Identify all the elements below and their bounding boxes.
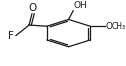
Text: OH: OH — [74, 1, 87, 10]
Text: F: F — [8, 31, 14, 41]
Text: CH₃: CH₃ — [112, 22, 126, 31]
Text: O: O — [106, 22, 113, 31]
Text: O: O — [28, 3, 37, 13]
